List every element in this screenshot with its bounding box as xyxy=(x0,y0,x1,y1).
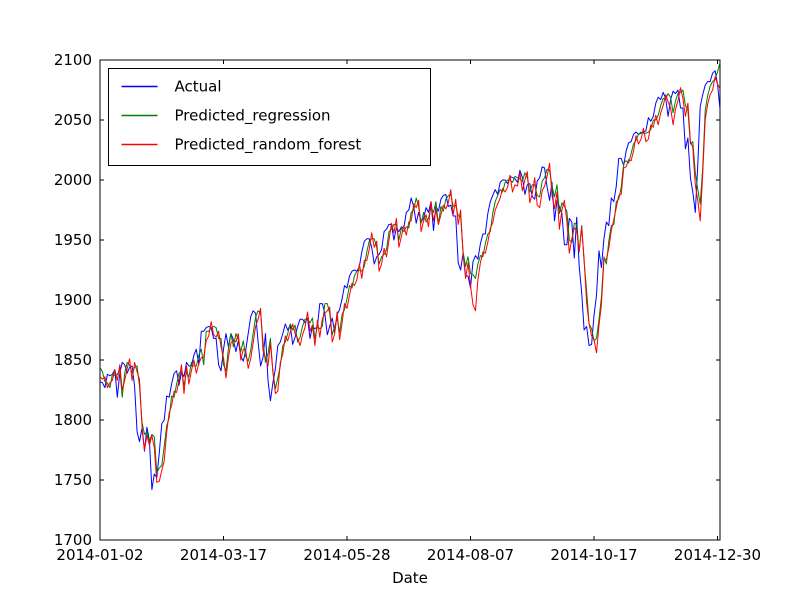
y-tick-label: 2000 xyxy=(54,171,92,189)
legend-label-2: Predicted_regression xyxy=(175,107,331,126)
x-axis-label: Date xyxy=(392,569,428,587)
plot: 1700 1750 1800 1850 1900 1950 2000 2050 2100 2014… xyxy=(54,51,761,564)
series-line-actual xyxy=(99,70,721,491)
y-tick-label: 1700 xyxy=(54,531,92,549)
legend-label-3: Predicted_random_forest xyxy=(175,136,362,155)
x-tick-label: 2014-08-07 xyxy=(427,546,514,564)
x-tick-label: 2014-03-17 xyxy=(180,546,267,564)
x-tick-label: 2014-01-02 xyxy=(56,546,143,564)
y-tick-label: 2050 xyxy=(54,111,92,129)
legend-box xyxy=(108,68,431,166)
series-line-predicted_random_forest xyxy=(99,76,721,483)
y-tick-label: 1750 xyxy=(54,471,92,489)
x-tick-label: 2014-10-17 xyxy=(550,546,637,564)
y-tick-label: 1950 xyxy=(54,231,92,249)
legend-label-1: Actual xyxy=(175,78,222,96)
y-tick-label: 2100 xyxy=(54,51,92,69)
x-tick-label: 2014-12-30 xyxy=(674,546,761,564)
series-line-predicted_regression xyxy=(99,62,721,474)
y-tick-label: 1800 xyxy=(54,411,92,429)
y-tick-label: 1850 xyxy=(54,351,92,369)
x-tick-label: 2014-05-28 xyxy=(303,546,390,564)
y-tick-label: 1900 xyxy=(54,291,92,309)
